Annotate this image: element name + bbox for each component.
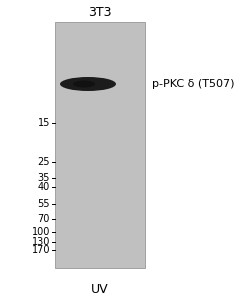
Text: 130: 130: [32, 237, 50, 247]
Text: 15: 15: [38, 118, 50, 128]
Text: 100: 100: [32, 227, 50, 237]
Text: UV: UV: [91, 283, 109, 296]
Text: 55: 55: [37, 199, 50, 209]
Text: 170: 170: [31, 244, 50, 254]
Bar: [55, 22, 145, 268]
Text: p-PKC δ (T507): p-PKC δ (T507): [152, 79, 235, 89]
Text: 70: 70: [38, 214, 50, 224]
Text: 25: 25: [37, 157, 50, 167]
Text: 40: 40: [38, 182, 50, 192]
Ellipse shape: [73, 80, 95, 88]
Text: 35: 35: [38, 173, 50, 183]
Text: 3T3: 3T3: [88, 5, 112, 19]
Ellipse shape: [60, 77, 116, 91]
